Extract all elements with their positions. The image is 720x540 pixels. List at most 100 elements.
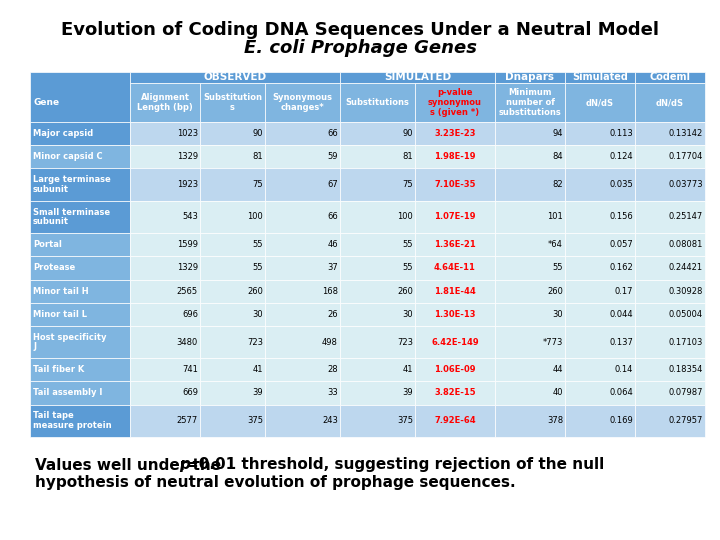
Bar bbox=[130, 302, 200, 326]
Text: 0.035: 0.035 bbox=[609, 180, 633, 189]
Bar bbox=[565, 326, 635, 358]
Bar bbox=[565, 201, 635, 233]
Text: 1599: 1599 bbox=[177, 240, 198, 249]
Text: 59: 59 bbox=[328, 152, 338, 161]
Bar bbox=[565, 233, 635, 256]
Bar bbox=[495, 122, 565, 145]
Text: 7.92E-64: 7.92E-64 bbox=[434, 416, 476, 426]
Bar bbox=[635, 326, 705, 358]
Text: E. coli Prophage Genes: E. coli Prophage Genes bbox=[243, 39, 477, 57]
Text: 1.98E-19: 1.98E-19 bbox=[434, 152, 476, 161]
Bar bbox=[30, 201, 130, 233]
Bar bbox=[340, 326, 415, 358]
Text: 2565: 2565 bbox=[177, 287, 198, 295]
Bar bbox=[565, 145, 635, 168]
Bar bbox=[635, 168, 705, 201]
Bar bbox=[415, 233, 495, 256]
Text: 0.124: 0.124 bbox=[609, 152, 633, 161]
Bar bbox=[340, 72, 495, 83]
Bar bbox=[130, 122, 200, 145]
Bar bbox=[495, 72, 565, 83]
Text: 741: 741 bbox=[182, 366, 198, 374]
Bar bbox=[635, 280, 705, 302]
Text: 37: 37 bbox=[328, 264, 338, 272]
Bar bbox=[200, 381, 265, 404]
Text: OBSERVED: OBSERVED bbox=[204, 72, 266, 83]
Text: 44: 44 bbox=[552, 366, 563, 374]
Text: Portal: Portal bbox=[33, 240, 62, 249]
Text: 375: 375 bbox=[397, 416, 413, 426]
Bar bbox=[30, 72, 130, 122]
Text: 0.13142: 0.13142 bbox=[669, 129, 703, 138]
Bar bbox=[635, 358, 705, 381]
Bar bbox=[30, 404, 130, 437]
Bar bbox=[415, 280, 495, 302]
Bar bbox=[30, 381, 130, 404]
Text: Tail assembly I: Tail assembly I bbox=[33, 388, 102, 397]
Text: 498: 498 bbox=[322, 338, 338, 347]
Text: 0.113: 0.113 bbox=[609, 129, 633, 138]
Bar bbox=[340, 168, 415, 201]
Text: 0.03773: 0.03773 bbox=[668, 180, 703, 189]
Text: 1.06E-09: 1.06E-09 bbox=[434, 366, 476, 374]
Bar bbox=[130, 381, 200, 404]
Text: 30: 30 bbox=[402, 310, 413, 319]
Text: 0.137: 0.137 bbox=[609, 338, 633, 347]
Text: Substitution
s: Substitution s bbox=[203, 93, 262, 112]
Bar bbox=[30, 168, 130, 201]
Text: 0.044: 0.044 bbox=[609, 310, 633, 319]
Text: 66: 66 bbox=[328, 129, 338, 138]
Bar bbox=[130, 201, 200, 233]
Bar bbox=[635, 145, 705, 168]
Text: 81: 81 bbox=[253, 152, 263, 161]
Text: 82: 82 bbox=[552, 180, 563, 189]
Text: 94: 94 bbox=[552, 129, 563, 138]
Text: 3480: 3480 bbox=[176, 338, 198, 347]
Text: 260: 260 bbox=[547, 287, 563, 295]
Text: Minor capsid C: Minor capsid C bbox=[33, 152, 103, 161]
Bar bbox=[340, 122, 415, 145]
Bar bbox=[635, 122, 705, 145]
Bar bbox=[635, 83, 705, 122]
Text: 39: 39 bbox=[402, 388, 413, 397]
Text: 0.05004: 0.05004 bbox=[669, 310, 703, 319]
Text: 66: 66 bbox=[328, 212, 338, 221]
Bar bbox=[495, 83, 565, 122]
Bar bbox=[415, 256, 495, 280]
Text: 0.24421: 0.24421 bbox=[669, 264, 703, 272]
Text: 3.82E-15: 3.82E-15 bbox=[434, 388, 476, 397]
Bar bbox=[200, 122, 265, 145]
Bar bbox=[340, 381, 415, 404]
Text: 75: 75 bbox=[402, 180, 413, 189]
Text: 0.17103: 0.17103 bbox=[669, 338, 703, 347]
Bar bbox=[200, 145, 265, 168]
Text: 84: 84 bbox=[552, 152, 563, 161]
Text: 696: 696 bbox=[182, 310, 198, 319]
Text: Major capsid: Major capsid bbox=[33, 129, 94, 138]
Bar bbox=[265, 122, 340, 145]
Text: 46: 46 bbox=[328, 240, 338, 249]
Text: 0.18354: 0.18354 bbox=[669, 366, 703, 374]
Text: 81: 81 bbox=[402, 152, 413, 161]
Text: 100: 100 bbox=[397, 212, 413, 221]
Bar bbox=[495, 404, 565, 437]
Bar bbox=[200, 280, 265, 302]
Text: Minor tail H: Minor tail H bbox=[33, 287, 89, 295]
Bar bbox=[340, 302, 415, 326]
Text: hypothesis of neutral evolution of prophage sequences.: hypothesis of neutral evolution of proph… bbox=[35, 476, 516, 490]
Text: 0.057: 0.057 bbox=[609, 240, 633, 249]
Bar bbox=[495, 145, 565, 168]
Text: p-value
synonymou
s (given *): p-value synonymou s (given *) bbox=[428, 87, 482, 117]
Text: 0.14: 0.14 bbox=[615, 366, 633, 374]
Text: 30: 30 bbox=[253, 310, 263, 319]
Text: 723: 723 bbox=[247, 338, 263, 347]
Text: 1023: 1023 bbox=[177, 129, 198, 138]
Text: 55: 55 bbox=[253, 264, 263, 272]
Text: 1.36E-21: 1.36E-21 bbox=[434, 240, 476, 249]
Text: 1.81E-44: 1.81E-44 bbox=[434, 287, 476, 295]
Bar bbox=[415, 381, 495, 404]
Bar bbox=[565, 404, 635, 437]
Text: 55: 55 bbox=[402, 240, 413, 249]
Text: 0.169: 0.169 bbox=[609, 416, 633, 426]
Bar bbox=[565, 72, 635, 83]
